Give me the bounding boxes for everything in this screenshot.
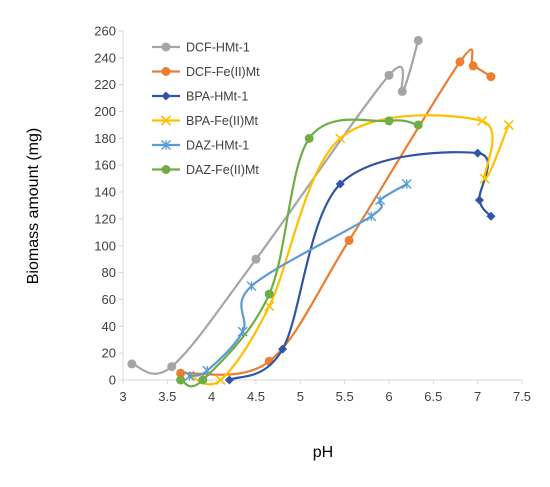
legend-item: DCF-Fe(II)Mt	[152, 65, 260, 79]
data-point	[215, 374, 226, 386]
legend-marker	[161, 91, 171, 101]
data-point	[335, 133, 346, 144]
x-tick-label: 3.5	[158, 389, 176, 404]
x-tick-label: 5.5	[336, 389, 354, 404]
data-point	[413, 35, 423, 45]
legend-marker	[161, 67, 171, 76]
y-tick-label: 40	[102, 319, 116, 334]
data-point	[479, 173, 490, 184]
x-axis-title: pH	[313, 444, 333, 461]
x-tick-label: 4	[208, 389, 215, 404]
series-line	[131, 40, 420, 375]
legend-item: DAZ-Fe(II)Mt	[152, 163, 259, 177]
y-tick-label: 60	[102, 292, 116, 307]
y-tick-label: 20	[102, 346, 116, 361]
data-point	[384, 116, 394, 126]
data-point	[246, 281, 257, 292]
data-point	[366, 211, 377, 222]
data-point	[278, 344, 288, 354]
data-point	[264, 301, 275, 312]
data-point	[176, 375, 186, 385]
series-DCF-HMt-1	[127, 35, 423, 375]
legend-label: DAZ-Fe(II)Mt	[186, 163, 259, 177]
y-tick-label: 160	[94, 158, 116, 173]
data-point	[224, 375, 234, 385]
series-layer	[127, 35, 514, 388]
y-tick-label: 200	[94, 104, 116, 119]
series-DAZ-Fe(II)Mt	[176, 116, 423, 388]
data-point	[474, 195, 484, 205]
data-point	[486, 211, 496, 221]
data-point	[455, 57, 465, 67]
data-point	[473, 148, 483, 158]
data-point	[486, 72, 496, 82]
legend-label: DAZ-HMt-1	[186, 139, 249, 153]
legend-label: BPA-HMt-1	[186, 90, 248, 104]
series-DAZ-HMt-1	[184, 179, 412, 381]
data-point	[477, 115, 488, 127]
data-point	[468, 61, 478, 71]
x-tick-label: 6	[385, 389, 392, 404]
legend-marker	[160, 115, 172, 126]
series-line	[180, 118, 419, 388]
legend-item: BPA-HMt-1	[152, 90, 248, 104]
y-tick-label: 100	[94, 238, 116, 253]
legend-item: DCF-HMt-1	[152, 41, 250, 55]
legend-item: DAZ-HMt-1	[152, 139, 249, 153]
data-point	[344, 235, 354, 245]
x-tick-label: 6.5	[424, 389, 442, 404]
data-point	[251, 254, 261, 264]
axes: 0 20 40 60 80 100 120 140 160 180 200 220 240 260 3 3.5…	[94, 24, 531, 405]
data-point	[503, 119, 514, 131]
y-tick-label: 220	[94, 77, 116, 92]
data-point	[401, 179, 412, 190]
y-tick-label: 140	[94, 185, 116, 200]
data-point	[397, 86, 407, 96]
series-BPA-HMt-1	[224, 148, 496, 385]
data-point	[384, 70, 394, 80]
y-tick-label: 80	[102, 265, 116, 280]
x-tick-label: 7.5	[513, 389, 531, 404]
data-point	[198, 375, 208, 385]
legend-item: BPA-Fe(II)Mt	[152, 114, 259, 128]
legend: DCF-HMt-1 DCF-Fe(II)Mt BPA-HMt-1 BPA-Fe(II)…	[152, 41, 260, 177]
legend-marker	[161, 140, 171, 150]
x-tick-label: 5	[297, 389, 304, 404]
y-tick-label: 0	[109, 373, 116, 388]
series-line	[228, 151, 492, 382]
y-tick-label: 180	[94, 131, 116, 146]
data-point	[127, 359, 137, 369]
data-point	[264, 289, 274, 299]
y-tick-label: 240	[94, 50, 116, 65]
data-point	[184, 370, 195, 381]
legend-marker	[161, 165, 171, 174]
legend-marker	[161, 42, 171, 52]
x-tick-label: 4.5	[247, 389, 265, 404]
data-point	[304, 133, 314, 143]
x-tick-label: 7	[474, 389, 481, 404]
data-point	[413, 120, 423, 130]
y-tick-label: 260	[94, 24, 116, 39]
y-tick-label: 120	[94, 211, 116, 226]
y-axis-title: Biomass amount (mg)	[25, 128, 42, 285]
legend-label: DCF-HMt-1	[186, 41, 250, 55]
data-point	[375, 195, 386, 206]
data-point	[167, 362, 177, 372]
data-point	[335, 179, 345, 189]
legend-label: DCF-Fe(II)Mt	[186, 65, 260, 79]
x-tick-label: 3	[119, 389, 126, 404]
data-point	[176, 368, 186, 378]
legend-label: BPA-Fe(II)Mt	[186, 114, 259, 128]
